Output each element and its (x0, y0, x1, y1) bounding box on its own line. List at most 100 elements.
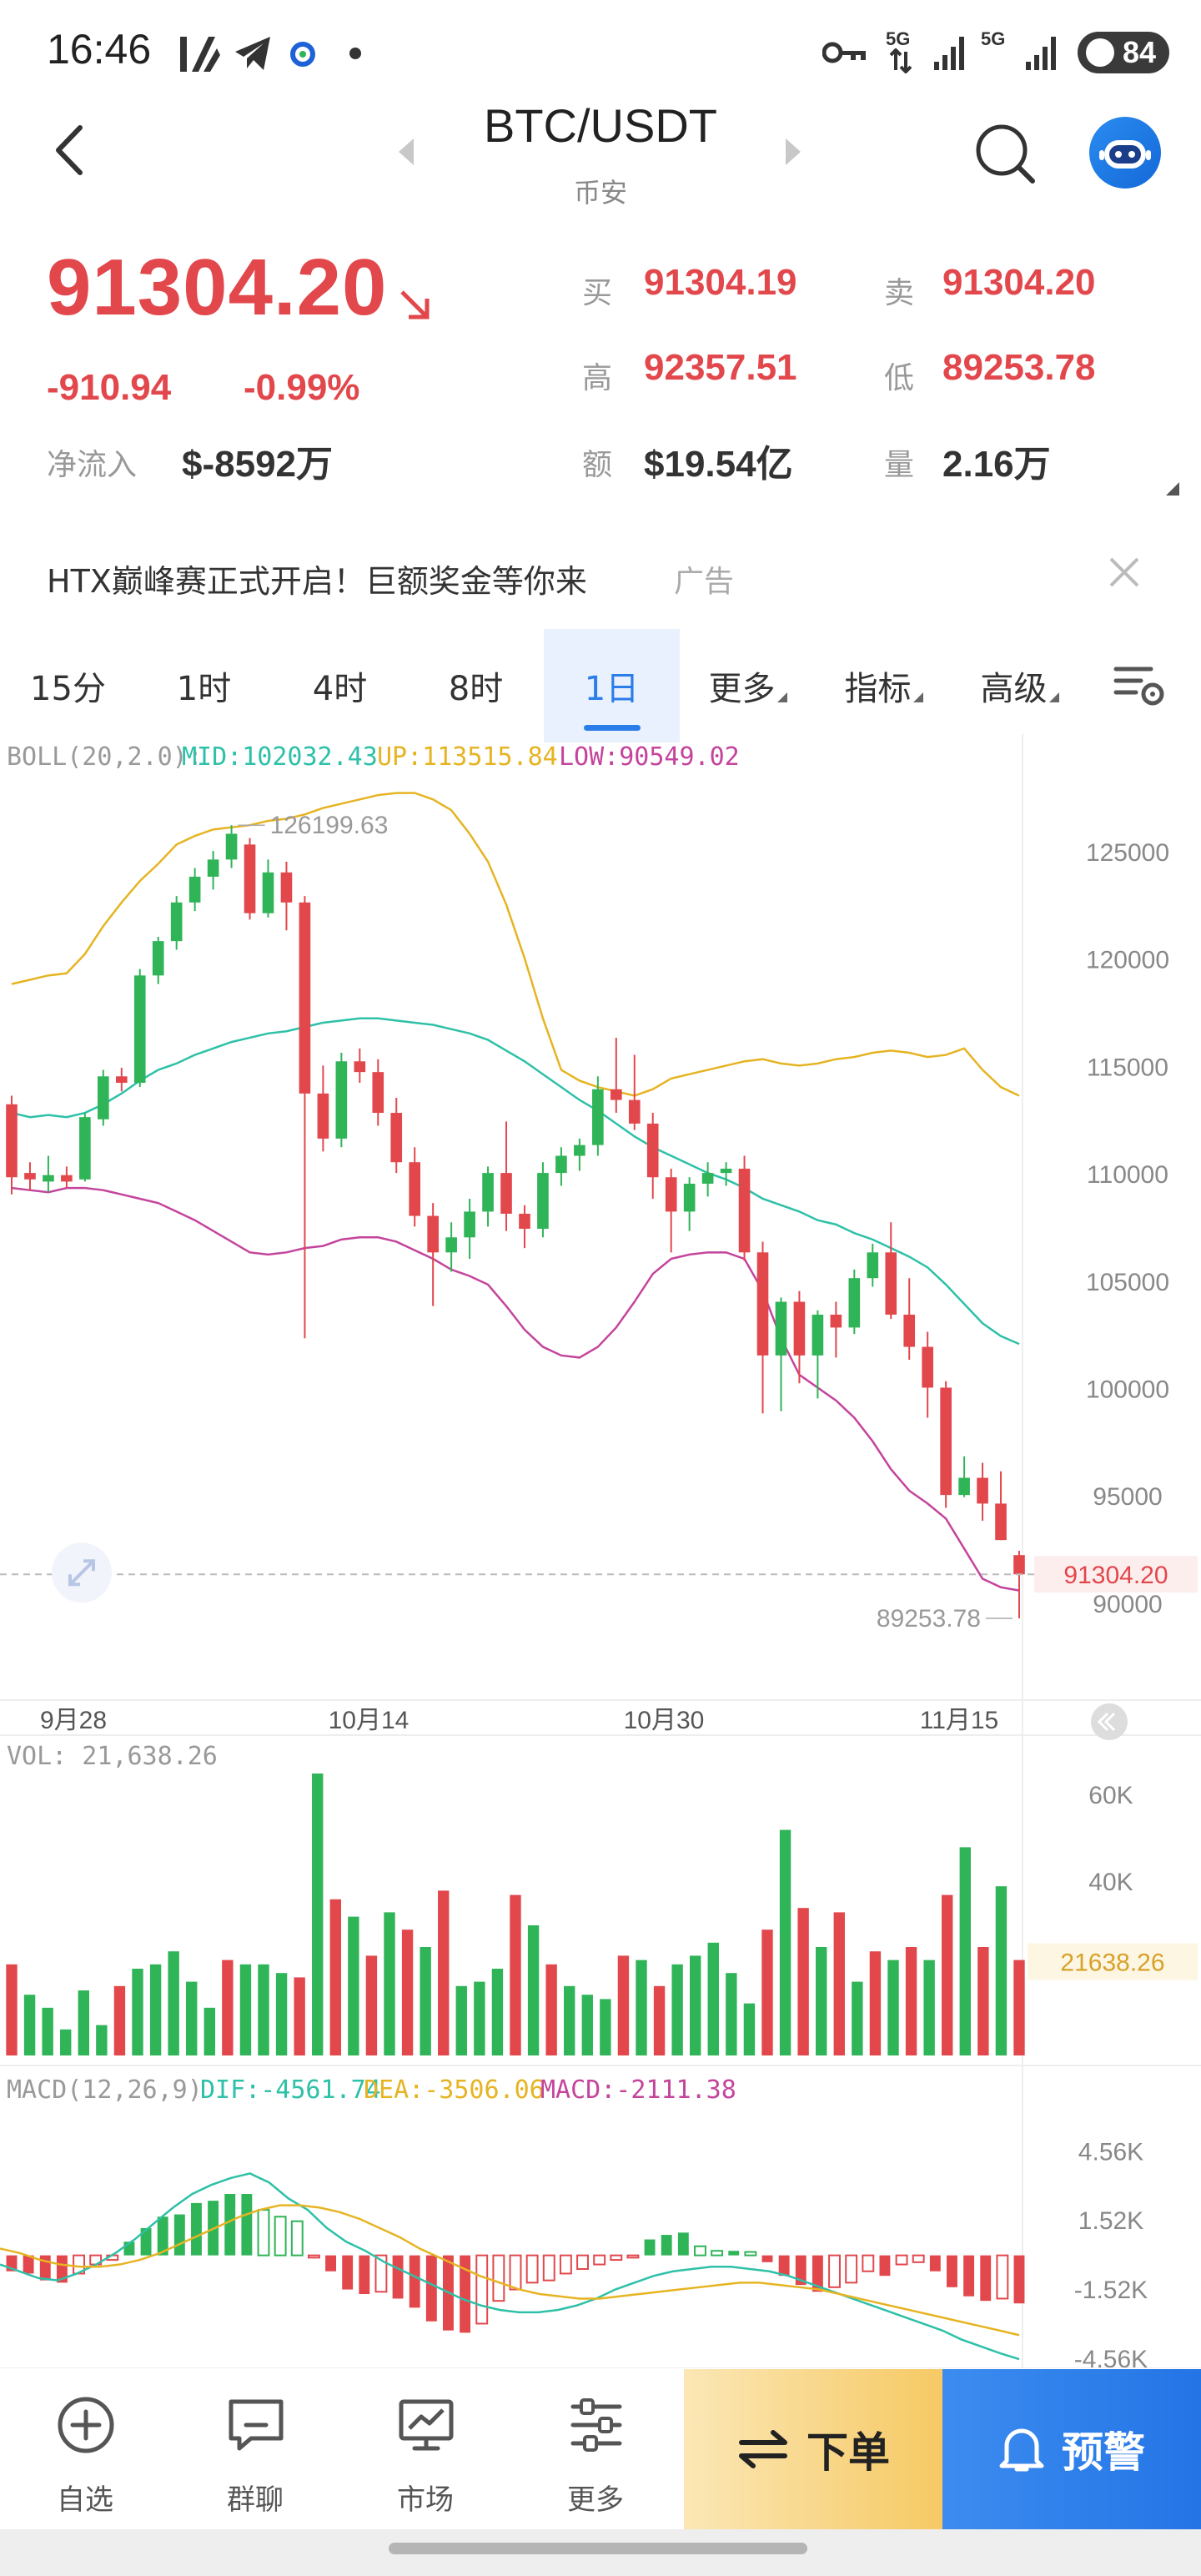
dropdown-caret-icon (776, 692, 787, 702)
macd-axis-tick: -4.56K (1074, 2346, 1148, 2369)
tab-5[interactable]: 更多 (680, 629, 816, 742)
volume-bar (923, 1960, 935, 2055)
ad-tag: 广告 (674, 565, 735, 599)
volume-bar (294, 1977, 305, 2055)
low-label: 低 (884, 361, 915, 395)
boll-up-label: UP:113515.84 (377, 742, 558, 772)
battery-indicator: 84 (1078, 32, 1169, 73)
chart-settings-icon[interactable] (1113, 662, 1166, 709)
market-chart-icon (399, 2399, 454, 2451)
status-time: 16:46 (47, 26, 152, 73)
volume-bar (204, 2007, 215, 2055)
back-arrow-icon[interactable] (47, 121, 97, 179)
macd-hist-bar (173, 2214, 185, 2256)
volume-bar (186, 1981, 198, 2055)
macd-axis-tick: 1.52K (1078, 2207, 1143, 2235)
add-circle-icon (58, 2397, 114, 2453)
macd-hist-bar (728, 2251, 740, 2256)
macd-hist-bar (795, 2255, 807, 2286)
pair-title[interactable]: BTC/USDT (484, 99, 717, 152)
expand-corner-icon[interactable] (1166, 482, 1179, 496)
close-icon[interactable] (1106, 554, 1143, 591)
tab-6[interactable]: 指标 (816, 629, 952, 742)
nav-label: 自选 (57, 2483, 113, 2517)
candle-body (262, 872, 274, 913)
volume-bar (779, 1829, 791, 2055)
volume-bar (258, 1964, 269, 2055)
volume-bar (438, 1890, 450, 2055)
macd-hist-bar (39, 2255, 51, 2281)
volume-bar (365, 1955, 378, 2055)
tab-4[interactable]: 1日 (544, 629, 680, 742)
tab-1[interactable]: 1时 (136, 629, 272, 742)
tab-label: 更多 (708, 670, 776, 708)
tab-7[interactable]: 高级 (952, 629, 1088, 742)
macd-hist-bar (879, 2255, 891, 2277)
candle-body (574, 1145, 585, 1156)
macd-hist-bar (23, 2255, 34, 2274)
home-indicator[interactable] (389, 2543, 807, 2554)
price-axis-tick: 100000 (1086, 1376, 1169, 1403)
candle-body (115, 1076, 128, 1084)
volume-bar (636, 1960, 647, 2055)
price-alert-button[interactable]: 预警 (942, 2369, 1201, 2529)
boll-mid-label: MID:102032.43 (182, 742, 378, 772)
nav-item-3[interactable]: 更多 (510, 2368, 681, 2535)
last-price: 91304.20 (47, 243, 388, 332)
place-order-button[interactable]: 下单 (684, 2369, 942, 2529)
network-label-2: 5G (981, 28, 1006, 49)
volume-bar (527, 1925, 540, 2055)
ad-banner-text[interactable]: HTX巅峰赛正式开启！巨额奖金等你来 (47, 563, 587, 600)
price-axis-tick: 125000 (1086, 839, 1169, 867)
signal-app-icon (180, 37, 220, 72)
macd-hist-bar (576, 2254, 589, 2271)
nav-item-2[interactable]: 市场 (340, 2368, 510, 2535)
data-arrows-icon (889, 48, 912, 73)
boll-mid-line (11, 1017, 1020, 1346)
tab-2[interactable]: 4时 (272, 629, 408, 742)
macd-hist-bar (828, 2254, 841, 2288)
volume-bar (797, 1908, 809, 2055)
volume-bar (60, 2029, 72, 2055)
macd-hist-bar (929, 2255, 941, 2272)
macd-hist-bar (56, 2255, 68, 2283)
volume-bar (564, 1985, 575, 2055)
macd-hist-bar (644, 2239, 656, 2256)
volume-bar (420, 1947, 431, 2055)
tab-3[interactable]: 8时 (408, 629, 544, 742)
assistant-robot-icon[interactable] (1089, 117, 1161, 189)
candle-body (592, 1089, 604, 1145)
telegram-icon (235, 37, 270, 70)
volume-bar (401, 1929, 414, 2055)
swap-arrows-icon (739, 2430, 787, 2468)
nav-item-1[interactable]: 群聊 (170, 2368, 340, 2535)
nav-item-0[interactable]: 自选 (0, 2368, 170, 2535)
signal-bars-icon (934, 37, 964, 70)
macd-dif-label: DIF:-4561.74 (200, 2075, 381, 2105)
candle-body (207, 859, 219, 877)
candle-body (683, 1183, 696, 1212)
chart-labels: 125000 120000 115000 110000 105000 100000 9500… (0, 812, 1198, 2369)
sell-label: 卖 (884, 276, 915, 310)
volume-bar (23, 1995, 36, 2055)
candle-body (628, 1099, 641, 1124)
battery-level: 84 (1122, 35, 1156, 69)
next-pair-icon[interactable] (784, 137, 804, 167)
volume-bar (671, 1964, 683, 2055)
candle-body (372, 1072, 384, 1114)
search-icon[interactable] (972, 121, 1038, 186)
volume-bar (96, 2025, 108, 2055)
volume-bar (113, 1985, 126, 2055)
macd-hist-bar (661, 2235, 672, 2256)
candle-body (775, 1301, 787, 1356)
volume-bar (761, 1929, 773, 2055)
macd-chart (0, 2172, 1025, 2361)
volume-bar (581, 1995, 593, 2055)
volume-axis-tick: 60K (1088, 1782, 1133, 1809)
tab-0[interactable]: 15分 (0, 629, 136, 742)
min-price-label: 89253.78 (877, 1605, 981, 1633)
macd-dea-label: DEA:-3506.06 (364, 2075, 545, 2105)
kline-chart[interactable]: 125000 120000 115000 110000 105000 100000 9500… (0, 734, 1201, 2369)
price-axis-tick: 95000 (1093, 1483, 1162, 1511)
prev-pair-icon[interactable] (395, 137, 415, 167)
